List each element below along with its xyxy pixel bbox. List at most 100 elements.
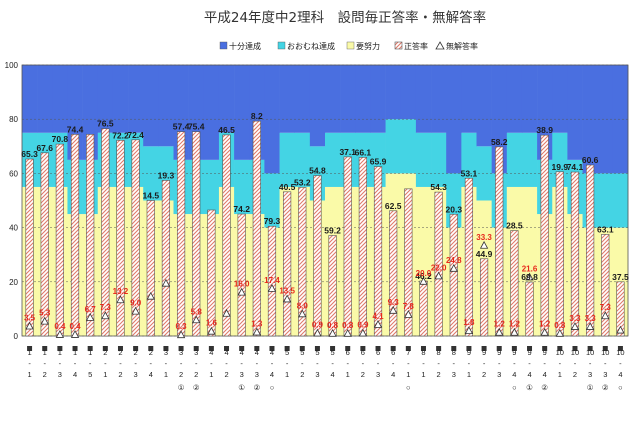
band-juubun — [476, 65, 492, 147]
value-label-no-answer: 7.3 — [600, 303, 612, 312]
x-tick-block — [148, 346, 154, 351]
x-tick-label: 3 — [603, 370, 607, 379]
value-label-no-answer: 4.1 — [372, 312, 384, 321]
value-label-no-answer: 1.2 — [509, 320, 521, 329]
bar-correct-rate — [192, 131, 201, 337]
bar-correct-rate — [540, 134, 549, 337]
x-tick-label: - — [195, 359, 198, 368]
bar-correct-rate — [510, 230, 519, 337]
x-tick-label: - — [453, 359, 456, 368]
marker-no-answer — [570, 322, 580, 330]
value-label-no-answer: 9.0 — [130, 299, 142, 308]
marker-no-answer — [207, 326, 216, 335]
bar-correct-rate — [176, 131, 186, 337]
x-tick-label: 4 — [240, 348, 244, 357]
x-tick-label: 7 — [406, 348, 410, 357]
x-tick-label: 4 — [149, 370, 153, 379]
x-tick-label: 2 — [103, 348, 107, 357]
bar-correct-rate — [55, 143, 64, 337]
x-tick-label: - — [210, 359, 213, 368]
marker-no-answer — [55, 330, 65, 338]
x-tick-label: - — [104, 359, 107, 368]
x-tick-label: - — [150, 359, 153, 368]
x-tick-label: 1 — [27, 370, 31, 379]
legend-swatch — [219, 41, 228, 50]
y-tick-label: 40 — [9, 224, 18, 233]
bar-correct-rate — [495, 146, 504, 337]
band-oomune — [234, 159, 250, 215]
x-tick-mark: ① — [526, 383, 533, 392]
value-label-no-answer: 1.6 — [206, 319, 218, 328]
marker-no-answer — [192, 315, 201, 324]
bar-correct-rate — [586, 164, 595, 337]
x-tick-label: 3 — [179, 348, 183, 357]
value-label-no-answer: 13.2 — [113, 287, 129, 296]
x-tick-block — [208, 346, 214, 351]
x-tick-mark: ② — [253, 383, 260, 392]
x-tick-block — [617, 346, 623, 351]
bar-correct-rate — [358, 157, 367, 337]
x-tick-mark: ○ — [512, 383, 517, 392]
x-tick-block — [602, 346, 608, 351]
band-juubun — [612, 65, 629, 174]
marker-no-answer — [267, 284, 277, 292]
bar-correct-rate — [237, 213, 246, 337]
value-label-no-answer: 0.3 — [176, 322, 188, 331]
x-tick-mark: ② — [602, 383, 609, 392]
x-tick-label: - — [74, 359, 77, 368]
marker-no-answer — [131, 306, 140, 315]
band-oomune — [415, 132, 432, 187]
x-tick-block — [557, 346, 563, 351]
x-tick-label: - — [301, 359, 304, 368]
value-label-no-answer: 13.5 — [279, 286, 295, 295]
band-juubun — [294, 65, 311, 133]
bar-correct-rate — [570, 171, 580, 337]
band-juubun — [461, 65, 477, 133]
x-tick-label: 3 — [315, 370, 319, 379]
x-tick-block — [72, 346, 78, 351]
marker-no-answer — [601, 311, 610, 320]
x-tick-block — [224, 346, 230, 351]
x-tick-label: 5 — [300, 348, 304, 357]
value-label-correct-rate: 38.9 — [536, 125, 553, 135]
bar-correct-rate — [616, 281, 625, 337]
x-tick-mark: ○ — [270, 383, 275, 392]
x-tick-label: 4 — [391, 370, 395, 379]
value-label-correct-rate: 44.9 — [476, 249, 493, 259]
x-tick-label: 3 — [497, 370, 501, 379]
x-tick-label: 2 — [179, 370, 183, 379]
value-label-no-answer: 0.9 — [357, 321, 369, 330]
x-tick-label: 1 — [43, 348, 47, 357]
x-tick-label: - — [316, 359, 319, 368]
x-tick-block — [269, 346, 275, 351]
x-tick-mark: ① — [587, 383, 594, 392]
x-tick-label: - — [483, 359, 486, 368]
value-label-no-answer: 0.8 — [327, 321, 339, 330]
x-tick-label: 2 — [437, 370, 441, 379]
band-oomune — [431, 132, 447, 187]
legend: 十分達成 おおむね達成 要努力 正答率 無解答率 — [219, 41, 478, 51]
marker-no-answer — [464, 326, 474, 335]
value-label-correct-rate: 62.5 — [385, 201, 402, 211]
band-juubun — [218, 65, 235, 133]
bar-correct-rate — [479, 258, 489, 337]
x-tick-label: 4 — [527, 370, 531, 379]
marker-no-answer — [222, 308, 231, 317]
band-juubun — [309, 65, 326, 147]
x-tick-block — [163, 346, 169, 351]
value-label-no-answer: 16.0 — [234, 280, 250, 289]
x-tick-label: - — [331, 359, 334, 368]
x-tick-label: 1 — [73, 348, 77, 357]
value-label-correct-rate: 19.9 — [552, 162, 569, 172]
x-tick-label: 1 — [467, 370, 471, 379]
bar-correct-rate — [389, 210, 398, 337]
x-tick-label: - — [180, 359, 183, 368]
value-label-no-answer: 0.9 — [312, 321, 324, 330]
x-tick-label: - — [240, 359, 243, 368]
x-tick-label: 8 — [437, 348, 441, 357]
x-tick-block — [239, 346, 245, 351]
value-label-no-answer: 3.5 — [24, 314, 36, 323]
value-label-correct-rate: 46.5 — [218, 125, 235, 135]
bar-correct-rate — [601, 234, 610, 337]
x-tick-block — [451, 346, 457, 351]
